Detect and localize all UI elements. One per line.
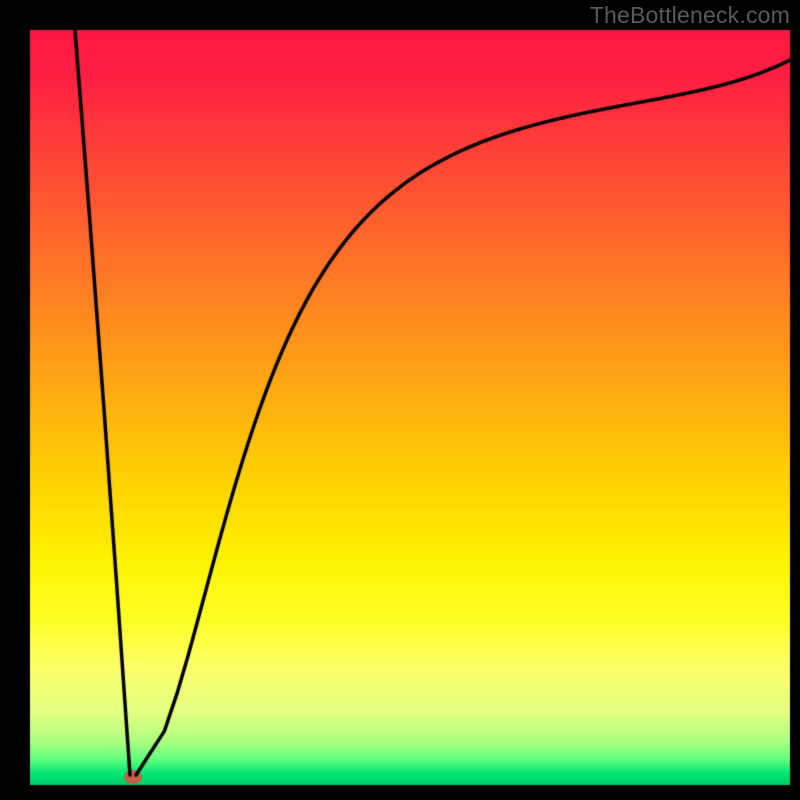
curve-canvas (0, 0, 800, 800)
chart-container: TheBottleneck.com (0, 0, 800, 800)
watermark-text: TheBottleneck.com (590, 2, 790, 29)
